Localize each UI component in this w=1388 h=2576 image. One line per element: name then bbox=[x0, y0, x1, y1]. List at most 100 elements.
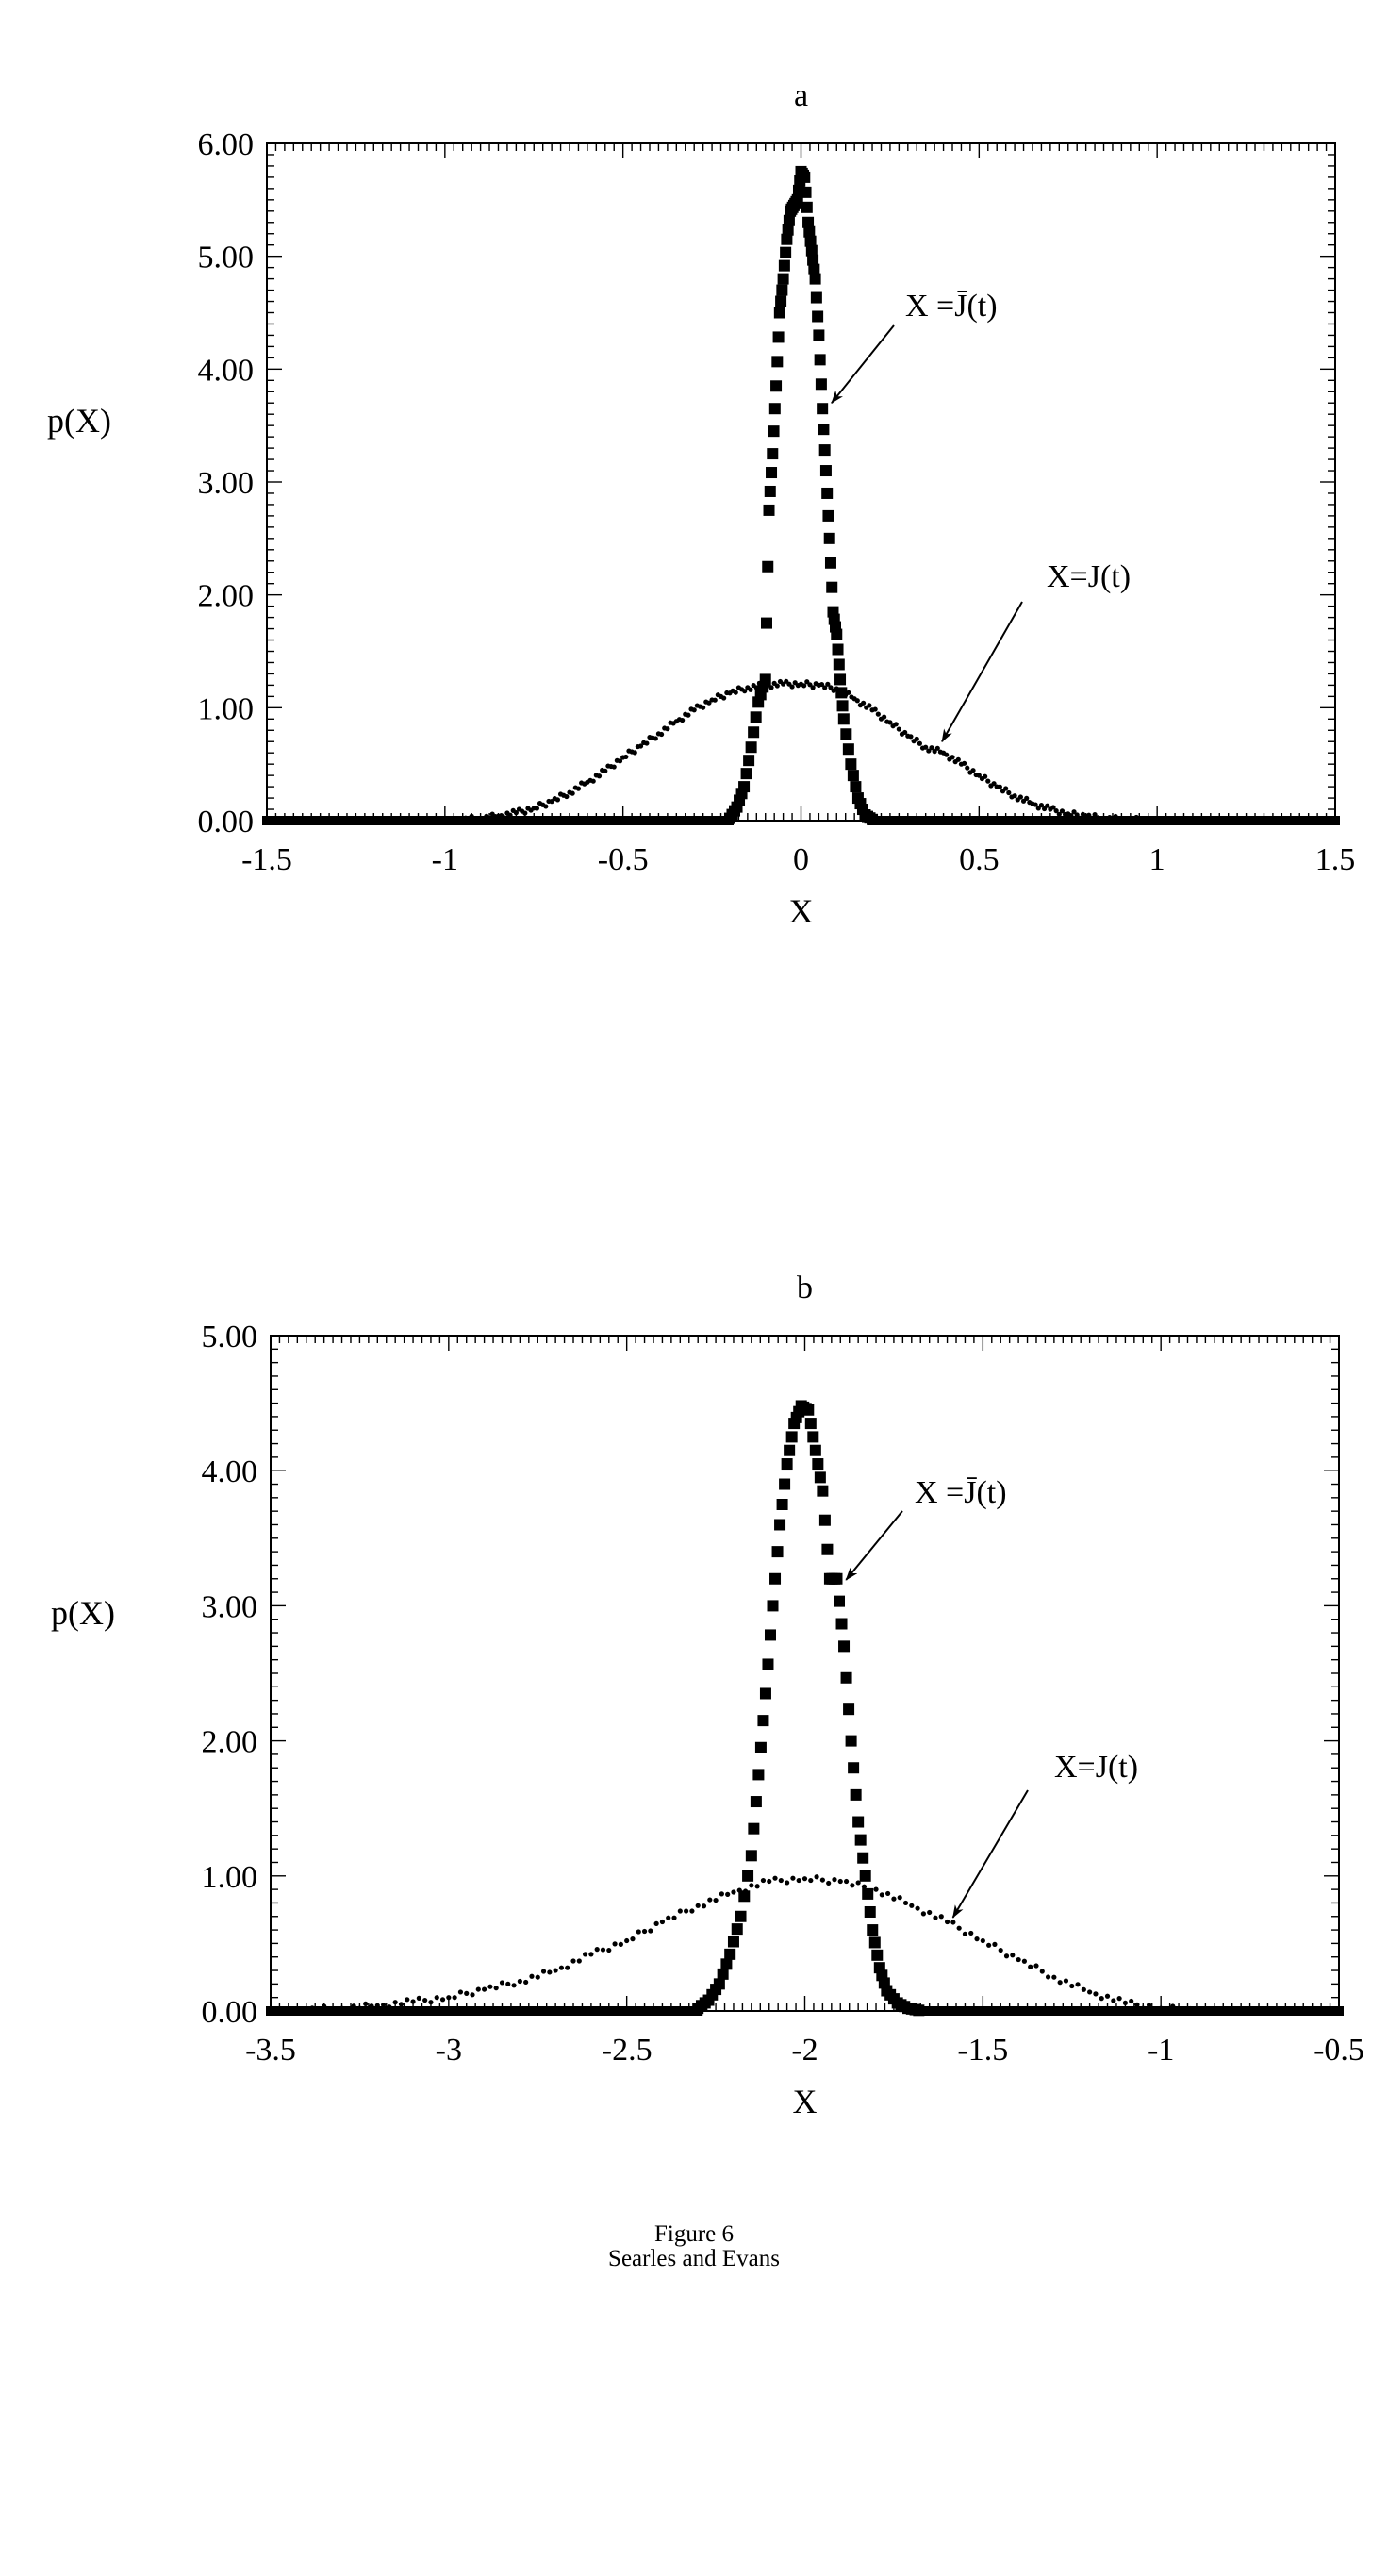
data-point-dot bbox=[1051, 1974, 1057, 1980]
data-point-dot bbox=[380, 2002, 387, 2008]
data-point-dot bbox=[304, 2006, 309, 2013]
data-point-dot bbox=[333, 2008, 339, 2014]
data-point-square bbox=[766, 467, 778, 479]
data-point-dot bbox=[976, 773, 982, 778]
data-point-square bbox=[815, 378, 827, 391]
data-point-square bbox=[850, 781, 862, 793]
data-point-dot bbox=[927, 1909, 933, 1916]
data-point-square bbox=[809, 1444, 821, 1456]
data-point-dot bbox=[1045, 803, 1050, 808]
data-point-dot bbox=[309, 2005, 315, 2011]
data-point-dot bbox=[575, 786, 582, 791]
data-point-square bbox=[764, 1629, 776, 1641]
x-tick-label: -2.5 bbox=[602, 2033, 653, 2068]
data-point-square bbox=[762, 560, 774, 573]
data-point-dot bbox=[677, 1908, 683, 1914]
data-point-square bbox=[913, 2004, 925, 2017]
data-point-dot bbox=[410, 1999, 416, 2004]
data-point-dot bbox=[1075, 1982, 1081, 1987]
data-point-dot bbox=[867, 703, 872, 708]
panel-label: b bbox=[797, 1271, 813, 1305]
data-point-dot bbox=[446, 1995, 452, 2001]
data-point-dot bbox=[837, 1878, 843, 1885]
data-point-dot bbox=[748, 687, 753, 692]
data-point-dot bbox=[1068, 813, 1074, 819]
data-point-dot bbox=[570, 790, 575, 796]
data-point-dot bbox=[594, 1947, 600, 1953]
y-tick-label: 4.00 bbox=[202, 1454, 258, 1489]
y-tick-label: 0.00 bbox=[202, 1995, 258, 2030]
data-point-dot bbox=[701, 1903, 707, 1909]
data-point-square bbox=[799, 171, 811, 183]
data-point-square bbox=[809, 273, 821, 285]
data-point-dot bbox=[618, 1941, 623, 1947]
data-point-square bbox=[784, 1444, 796, 1456]
data-point-dot bbox=[760, 1877, 767, 1884]
data-point-square bbox=[773, 307, 785, 319]
data-point-dot bbox=[956, 1925, 962, 1931]
data-point-dot bbox=[398, 2002, 405, 2007]
data-point-square bbox=[762, 1658, 774, 1670]
data-point-dot bbox=[466, 818, 471, 823]
data-point-dot bbox=[547, 1969, 553, 1975]
data-point-dot bbox=[666, 1915, 671, 1920]
data-point-dot bbox=[950, 1920, 956, 1925]
data-point-dot bbox=[499, 1980, 505, 1986]
data-point-dot bbox=[843, 1878, 850, 1885]
data-point-square bbox=[727, 1936, 739, 1948]
y-tick-label: 3.00 bbox=[202, 1589, 258, 1624]
data-point-dot bbox=[513, 810, 519, 816]
y-tick-label: 1.00 bbox=[202, 1860, 258, 1895]
data-point-square bbox=[759, 1687, 771, 1700]
data-point-dot bbox=[929, 745, 934, 751]
data-point-dot bbox=[1140, 2005, 1146, 2011]
data-point-dot bbox=[855, 1880, 861, 1886]
x-tick-label: -0.5 bbox=[598, 842, 649, 877]
data-point-dot bbox=[1059, 808, 1066, 814]
data-point-dot bbox=[774, 683, 780, 689]
data-point-square bbox=[767, 1600, 779, 1612]
data-point-square bbox=[835, 1618, 848, 1630]
data-point-square bbox=[771, 1546, 784, 1558]
data-point-dot bbox=[814, 1874, 819, 1880]
data-point-square bbox=[777, 273, 789, 285]
data-point-square bbox=[867, 1924, 879, 1936]
data-point-dot bbox=[885, 1890, 891, 1897]
data-point-square bbox=[814, 1471, 826, 1484]
data-point-dot bbox=[617, 758, 623, 764]
data-point-dot bbox=[636, 1929, 641, 1935]
data-point-square bbox=[824, 557, 836, 569]
data-point-dot bbox=[992, 1941, 998, 1947]
data-point-dot bbox=[1024, 795, 1030, 801]
data-point-dot bbox=[882, 714, 887, 720]
data-point-dot bbox=[938, 1914, 944, 1920]
data-point-dot bbox=[872, 706, 878, 712]
data-point-dot bbox=[819, 1877, 825, 1883]
data-point-dot bbox=[689, 1908, 695, 1914]
data-point-square bbox=[804, 235, 817, 247]
data-point-dot bbox=[428, 2000, 434, 2005]
data-point-dot bbox=[861, 1884, 868, 1889]
data-point-square bbox=[776, 284, 788, 296]
data-point-square bbox=[854, 1834, 867, 1846]
data-point-dot bbox=[818, 681, 825, 688]
data-point-square bbox=[763, 504, 775, 516]
data-point-dot bbox=[387, 2004, 392, 2010]
data-point-square bbox=[768, 425, 780, 438]
data-point-dot bbox=[1092, 811, 1098, 818]
y-tick-label: 2.00 bbox=[198, 579, 255, 614]
data-point-dot bbox=[983, 773, 988, 779]
data-point-square bbox=[832, 643, 844, 656]
data-point-square bbox=[745, 1850, 757, 1862]
data-point-dot bbox=[1194, 2007, 1199, 2013]
data-point-dot bbox=[742, 1888, 749, 1894]
data-point-square bbox=[834, 673, 847, 686]
x-axis-label: X bbox=[793, 2083, 818, 2120]
data-point-dot bbox=[1116, 1996, 1122, 2002]
data-point-dot bbox=[658, 731, 665, 738]
data-point-square bbox=[717, 1968, 729, 1980]
data-point-square bbox=[826, 581, 838, 593]
x-axis-label: X bbox=[789, 892, 814, 930]
data-point-square bbox=[781, 233, 793, 245]
y-tick-label: 5.00 bbox=[198, 241, 255, 275]
